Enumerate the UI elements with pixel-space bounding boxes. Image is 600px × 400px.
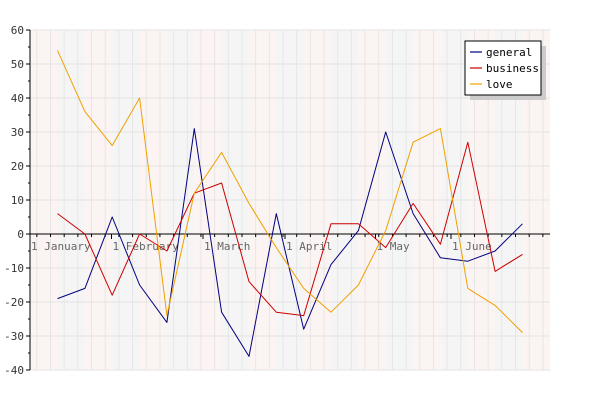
y-axis-ticks: 60 50 40 30 20 10 0 -10 -20 -30 -40	[4, 24, 30, 377]
y-tick-label: -40	[4, 364, 24, 377]
y-tick-label: 30	[11, 126, 24, 139]
y-tick-label: -20	[4, 296, 24, 309]
series-lines	[57, 50, 523, 357]
y-tick-label: 40	[11, 92, 24, 105]
y-tick-label: 0	[17, 228, 24, 241]
y-tick-label: 10	[11, 194, 24, 207]
gridlines	[30, 29, 550, 371]
legend-label-business: business	[486, 62, 539, 75]
y-tick-label: 60	[11, 24, 24, 37]
x-tick-label: 1 February	[113, 240, 180, 253]
legend: general business love	[464, 40, 546, 100]
series-line-general	[57, 128, 523, 357]
y-tick-label: 50	[11, 58, 24, 71]
x-tick-label: 1 June	[452, 240, 492, 253]
series-line-love	[57, 50, 523, 333]
x-axis-ticks: 1 January 1 February 1 March 1 April 1 May 1 …	[29, 234, 544, 253]
legend-label-general: general	[486, 46, 532, 59]
legend-label-love: love	[486, 78, 513, 91]
y-tick-label: -30	[4, 330, 24, 343]
y-tick-label: -10	[4, 262, 24, 275]
y-tick-label: 20	[11, 160, 24, 173]
x-tick-label: 1 April	[286, 240, 332, 253]
x-tick-label: 1 January	[31, 240, 91, 253]
x-tick-label: 1 May	[377, 240, 410, 253]
series-line-business	[57, 141, 523, 317]
